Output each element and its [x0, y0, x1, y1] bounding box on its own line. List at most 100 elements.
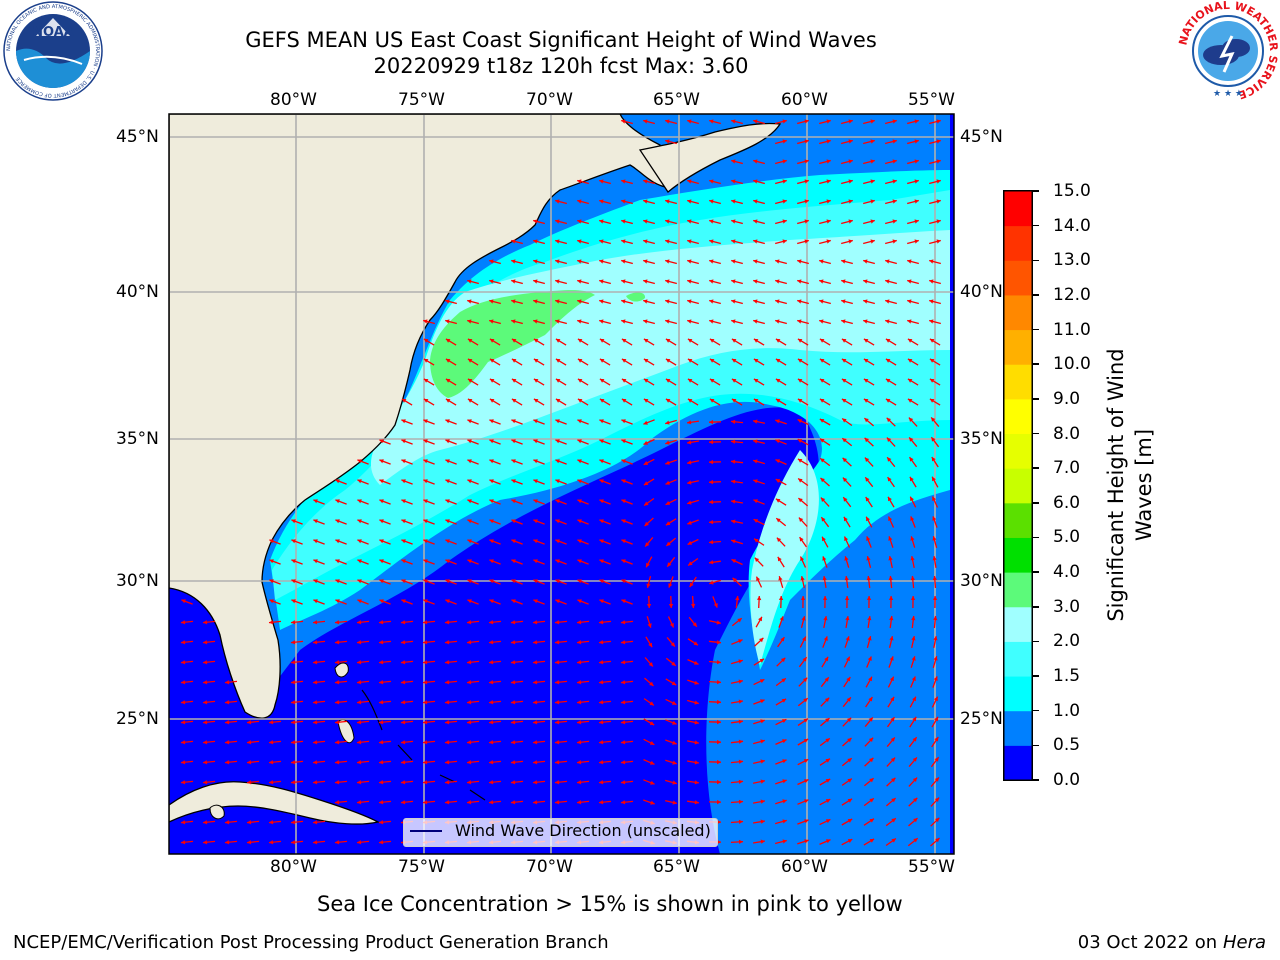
wind-arrow-head	[291, 559, 296, 564]
wind-arrow-head	[892, 119, 897, 124]
wind-arrow-head	[717, 799, 721, 805]
wind-arrow-head	[313, 780, 318, 785]
wind-arrow-head	[775, 398, 781, 403]
wind-arrow-head	[445, 378, 451, 383]
colorbar-tick-label: 6.0	[1053, 492, 1081, 513]
lat-label-right: 40°N	[960, 282, 1003, 302]
wind-arrow-head	[760, 759, 765, 764]
wind-arrow-head	[445, 559, 450, 564]
colorbar-segment	[1004, 364, 1032, 400]
wind-arrow-head	[738, 739, 743, 744]
wind-arrow-head	[555, 259, 560, 264]
wind-arrow-head	[599, 279, 604, 284]
wind-arrow-head	[533, 338, 539, 343]
wind-arrow-head	[709, 378, 715, 383]
noaa-wordmark: NOAA	[32, 25, 74, 40]
wind-arrow-head	[445, 579, 450, 584]
wind-arrow-head	[577, 378, 583, 383]
wind-arrow-head	[291, 680, 296, 685]
wind-arrow-head	[577, 800, 582, 805]
wind-arrow-head	[555, 279, 560, 284]
wind-arrow-head	[892, 139, 897, 144]
wind-arrow-head	[445, 620, 450, 625]
wind-arrow-head	[533, 419, 538, 424]
wind-arrow-head	[665, 398, 671, 403]
wind-arrow-head	[825, 718, 830, 723]
wind-arrow-head	[577, 620, 582, 625]
wind-arrow-head	[291, 660, 296, 665]
wind-arrow-head	[694, 740, 699, 745]
wind-arrow-head	[621, 760, 626, 765]
wind-arrow-head	[709, 499, 714, 505]
wind-arrow-head	[335, 599, 340, 604]
wind-arrow-head	[753, 338, 759, 343]
wind-arrow-head	[841, 338, 847, 343]
wind-arrow-head	[913, 797, 918, 803]
wind-arrow-head	[577, 760, 582, 765]
wind-arrow-head	[694, 680, 699, 685]
colorbar-tick-label: 11.0	[1053, 319, 1091, 340]
wind-arrow-head	[203, 700, 208, 705]
wind-arrow-head	[401, 640, 406, 645]
wind-arrow-head	[842, 457, 847, 463]
wind-arrow-head	[798, 498, 803, 503]
wind-arrow-head	[709, 299, 714, 304]
land-bahamas-3	[209, 804, 225, 820]
wind-arrow-head	[782, 839, 787, 844]
wind-arrow-head	[357, 720, 362, 725]
wind-arrow-head	[932, 596, 938, 600]
wind-arrow-head	[753, 439, 758, 444]
wind-arrow-head	[555, 620, 560, 625]
wind-arrow-head	[423, 378, 429, 383]
wind-arrow-head	[868, 717, 873, 722]
wind-arrow-head	[668, 583, 673, 588]
wind-arrow-head	[269, 620, 274, 625]
wind-arrow-head	[934, 777, 939, 782]
wind-arrow-head	[847, 819, 853, 823]
wind-arrow-head	[489, 338, 495, 343]
wind-arrow-head	[819, 259, 824, 264]
wind-arrow-head	[649, 741, 655, 745]
wind-arrow-head	[672, 720, 677, 725]
wind-arrow-head	[291, 620, 296, 625]
wind-arrow-head	[753, 179, 758, 184]
wind-arrow-head	[891, 838, 896, 843]
wind-arrow-head	[335, 499, 340, 504]
wind-arrow-head	[203, 680, 208, 685]
wind-arrow-head	[555, 319, 560, 324]
wind-arrow-head	[335, 740, 340, 745]
wind-arrow-head	[577, 439, 582, 444]
wind-arrow-head	[401, 800, 406, 805]
wind-arrow-head	[892, 199, 897, 204]
wind-arrow-head	[401, 479, 406, 484]
wind-arrow-head	[643, 279, 648, 284]
wind-arrow-head	[820, 438, 825, 443]
wind-arrow-head	[687, 460, 692, 465]
colorbar-tick-label: 0.0	[1053, 770, 1081, 790]
wind-arrow-head	[649, 721, 655, 725]
wind-arrow-head	[775, 319, 780, 324]
wind-arrow-head	[533, 358, 539, 363]
wind-arrow-head	[826, 179, 831, 184]
wind-arrow-head	[621, 239, 626, 244]
wind-arrow-head	[933, 676, 938, 681]
wind-arrow-head	[445, 740, 450, 745]
wind-arrow-head	[709, 338, 715, 343]
colorbar-tick-label: 8.0	[1053, 423, 1081, 444]
wind-arrow-head	[803, 759, 809, 763]
wind-arrow-head	[936, 199, 941, 204]
wind-arrow-head	[203, 780, 208, 785]
wind-arrow-head	[650, 800, 655, 805]
wind-arrow-head	[555, 439, 560, 444]
wind-arrow-head	[621, 199, 626, 204]
wind-arrow-head	[621, 599, 626, 604]
wind-arrow-head	[760, 799, 765, 804]
wind-arrow-head	[713, 603, 718, 608]
colorbar-tick-mark	[1033, 328, 1039, 331]
wind-arrow-head	[687, 179, 692, 184]
wind-arrow-head	[533, 219, 538, 224]
wind-arrow-head	[599, 199, 604, 204]
wind-arrow-head	[555, 640, 560, 645]
wind-arrow-head	[379, 700, 384, 705]
lat-label-right: 25°N	[960, 709, 1003, 729]
